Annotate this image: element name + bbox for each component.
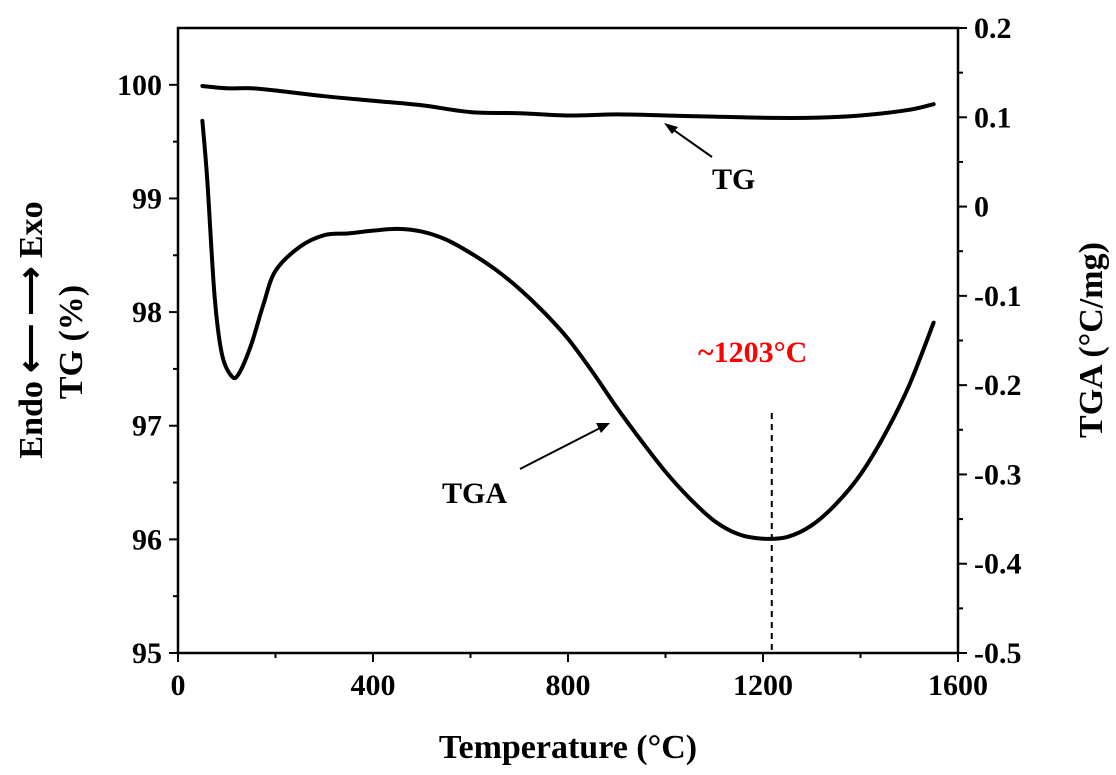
y-right-tick-label: -0.2 — [974, 369, 1022, 402]
y-left-tick-label: 98 — [132, 296, 162, 329]
y-left-tick-label: 99 — [132, 182, 162, 215]
y-right-tick-label: 0.2 — [974, 12, 1012, 45]
y-right-tick-label: -0.4 — [974, 548, 1022, 581]
y-left-endo-exo-label: Endo ⟵ ⟶ Exo — [13, 201, 50, 458]
axis-ticks — [169, 27, 967, 662]
tg-arrowhead — [664, 123, 678, 134]
tga-arrow — [519, 425, 605, 470]
y-right-tick-label: 0.1 — [974, 101, 1012, 134]
y-right-tick-label: -0.1 — [974, 280, 1022, 313]
tg-label: TG — [712, 163, 755, 196]
x-tick-label: 0 — [171, 669, 186, 702]
tg-series-line — [200, 83, 936, 120]
y-left-tick-label: 100 — [117, 69, 162, 102]
peak-temperature-label: ~1203°C — [698, 336, 807, 369]
y-right-tick-label: -0.3 — [974, 458, 1022, 491]
tg-arrow — [667, 125, 713, 158]
y-left-tick-label: 97 — [132, 410, 162, 443]
tga-series-line — [200, 118, 936, 541]
y-right-tick-label: 0 — [974, 191, 989, 224]
y-left-axis-title: TG (%) — [53, 285, 90, 399]
annotations-group: TG TGA ~1203°C — [442, 123, 807, 653]
x-tick-label: 400 — [351, 669, 396, 702]
tga-arrowhead — [596, 423, 610, 433]
x-tick-label: 800 — [546, 669, 591, 702]
x-tick-label: 1600 — [928, 669, 988, 702]
tga-label: TGA — [442, 477, 507, 510]
y-left-tick-label: 96 — [132, 523, 162, 556]
y-left-tick-label: 95 — [132, 637, 162, 670]
series-group — [200, 83, 936, 541]
x-tick-label: 1200 — [733, 669, 793, 702]
y-right-axis-title: TGA (°C/mg) — [1073, 242, 1110, 438]
axis-tick-labels: 0 400 800 1200 1600 95 96 97 98 99 100 -0.5 -0.4 -0.3… — [117, 12, 1022, 702]
x-axis-title: Temperature (°C) — [439, 729, 697, 766]
y-right-tick-label: -0.5 — [974, 637, 1022, 670]
